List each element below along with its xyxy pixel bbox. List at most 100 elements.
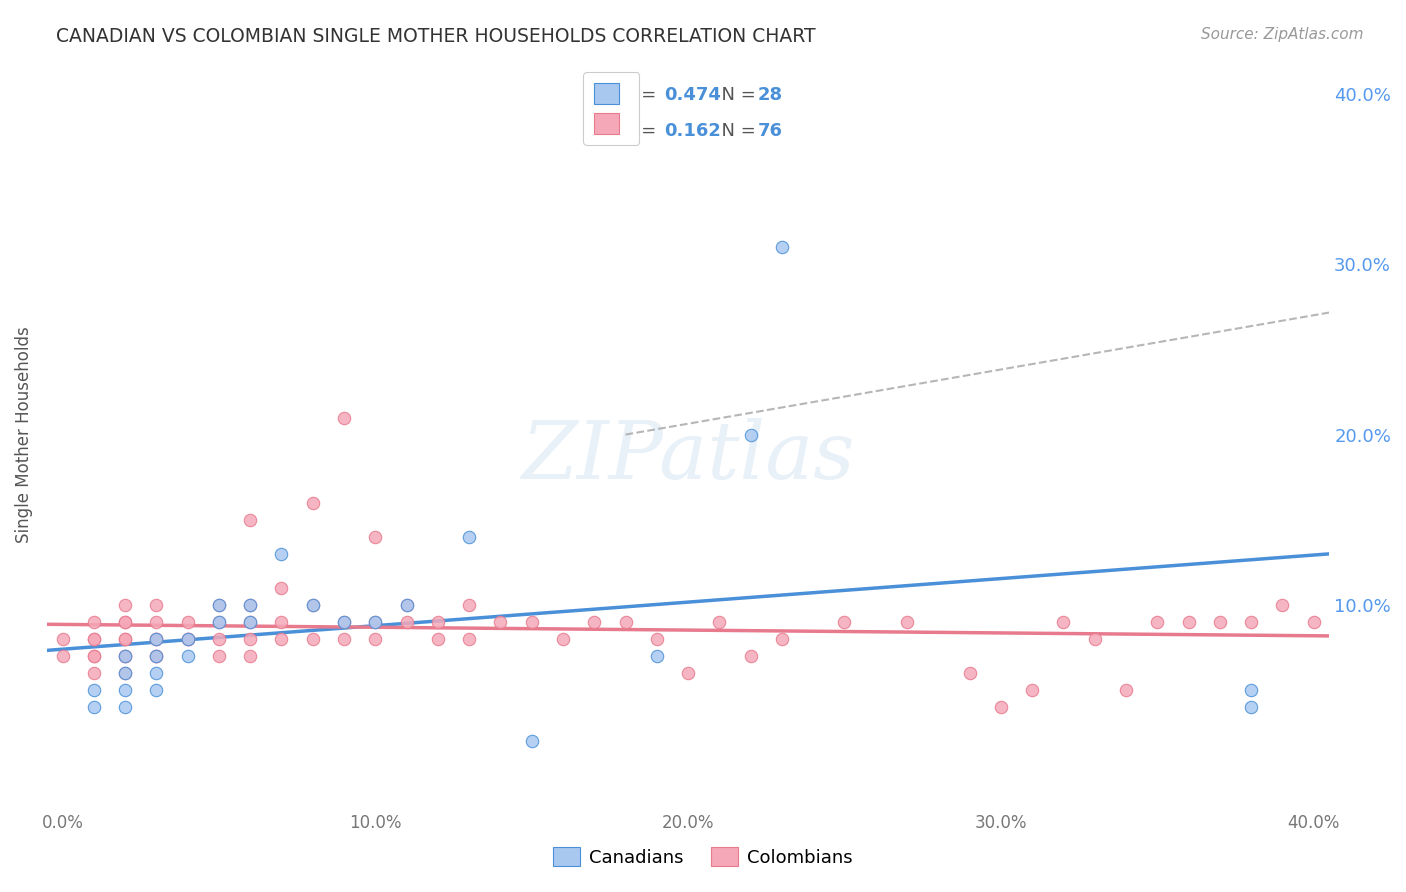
Point: [270, 547, 292, 561]
Point: [301, 598, 323, 612]
Point: [301, 632, 323, 646]
Point: [83, 649, 105, 664]
Point: [1052, 615, 1074, 629]
Point: [239, 615, 262, 629]
Point: [896, 615, 918, 629]
Point: [395, 598, 418, 612]
Y-axis label: Single Mother Households: Single Mother Households: [15, 326, 32, 543]
Point: [239, 649, 262, 664]
Point: [239, 513, 262, 527]
Point: [458, 632, 481, 646]
Point: [114, 632, 136, 646]
Point: [458, 530, 481, 544]
Point: [1209, 615, 1232, 629]
Point: [145, 649, 167, 664]
Point: [364, 615, 387, 629]
Legend: , : ,: [583, 72, 640, 145]
Point: [114, 649, 136, 664]
Point: [83, 632, 105, 646]
Point: [489, 615, 512, 629]
Point: [145, 649, 167, 664]
Point: [645, 632, 668, 646]
Point: [51, 632, 73, 646]
Point: [83, 649, 105, 664]
Point: [51, 649, 73, 664]
Point: [176, 615, 198, 629]
Text: CANADIAN VS COLOMBIAN SINGLE MOTHER HOUSEHOLDS CORRELATION CHART: CANADIAN VS COLOMBIAN SINGLE MOTHER HOUS…: [56, 27, 815, 45]
Point: [83, 666, 105, 681]
Point: [770, 632, 793, 646]
Point: [740, 649, 762, 664]
Point: [145, 632, 167, 646]
Point: [83, 683, 105, 698]
Point: [208, 632, 231, 646]
Point: [208, 649, 231, 664]
Point: [364, 615, 387, 629]
Point: [614, 615, 637, 629]
Point: [959, 666, 981, 681]
Point: [520, 734, 543, 748]
Point: [145, 632, 167, 646]
Text: R =: R =: [623, 122, 662, 140]
Point: [333, 615, 356, 629]
Point: [239, 632, 262, 646]
Text: 0.162: 0.162: [664, 122, 721, 140]
Point: [834, 615, 856, 629]
Point: [364, 632, 387, 646]
Point: [83, 615, 105, 629]
Point: [239, 598, 262, 612]
Point: [145, 683, 167, 698]
Point: [176, 632, 198, 646]
Point: [458, 598, 481, 612]
Point: [333, 615, 356, 629]
Point: [364, 530, 387, 544]
Point: [270, 615, 292, 629]
Point: [333, 632, 356, 646]
Text: ZIPatlas: ZIPatlas: [522, 418, 855, 496]
Point: [709, 615, 731, 629]
Point: [208, 598, 231, 612]
Point: [1240, 615, 1263, 629]
Point: [1240, 700, 1263, 714]
Point: [114, 615, 136, 629]
Point: [770, 240, 793, 254]
Point: [301, 496, 323, 510]
Text: R =: R =: [623, 86, 662, 103]
Text: 76: 76: [758, 122, 783, 140]
Point: [740, 427, 762, 442]
Point: [1271, 598, 1294, 612]
Point: [1021, 683, 1043, 698]
Point: [1302, 615, 1324, 629]
Point: [114, 615, 136, 629]
Point: [114, 666, 136, 681]
Point: [176, 649, 198, 664]
Text: N =: N =: [710, 86, 762, 103]
Point: [676, 666, 699, 681]
Point: [145, 598, 167, 612]
Point: [114, 649, 136, 664]
Point: [114, 598, 136, 612]
Point: [395, 615, 418, 629]
Point: [114, 683, 136, 698]
Point: [426, 632, 449, 646]
Point: [114, 700, 136, 714]
Point: [645, 649, 668, 664]
Text: Source: ZipAtlas.com: Source: ZipAtlas.com: [1201, 27, 1364, 42]
Point: [583, 615, 606, 629]
Point: [145, 649, 167, 664]
Point: [270, 581, 292, 595]
Point: [1115, 683, 1137, 698]
Point: [1177, 615, 1199, 629]
Point: [1084, 632, 1107, 646]
Point: [208, 615, 231, 629]
Point: [426, 615, 449, 629]
Point: [145, 666, 167, 681]
Point: [208, 598, 231, 612]
Point: [145, 632, 167, 646]
Point: [145, 615, 167, 629]
Point: [551, 632, 574, 646]
Point: [395, 598, 418, 612]
Point: [176, 632, 198, 646]
Point: [83, 700, 105, 714]
Point: [114, 632, 136, 646]
